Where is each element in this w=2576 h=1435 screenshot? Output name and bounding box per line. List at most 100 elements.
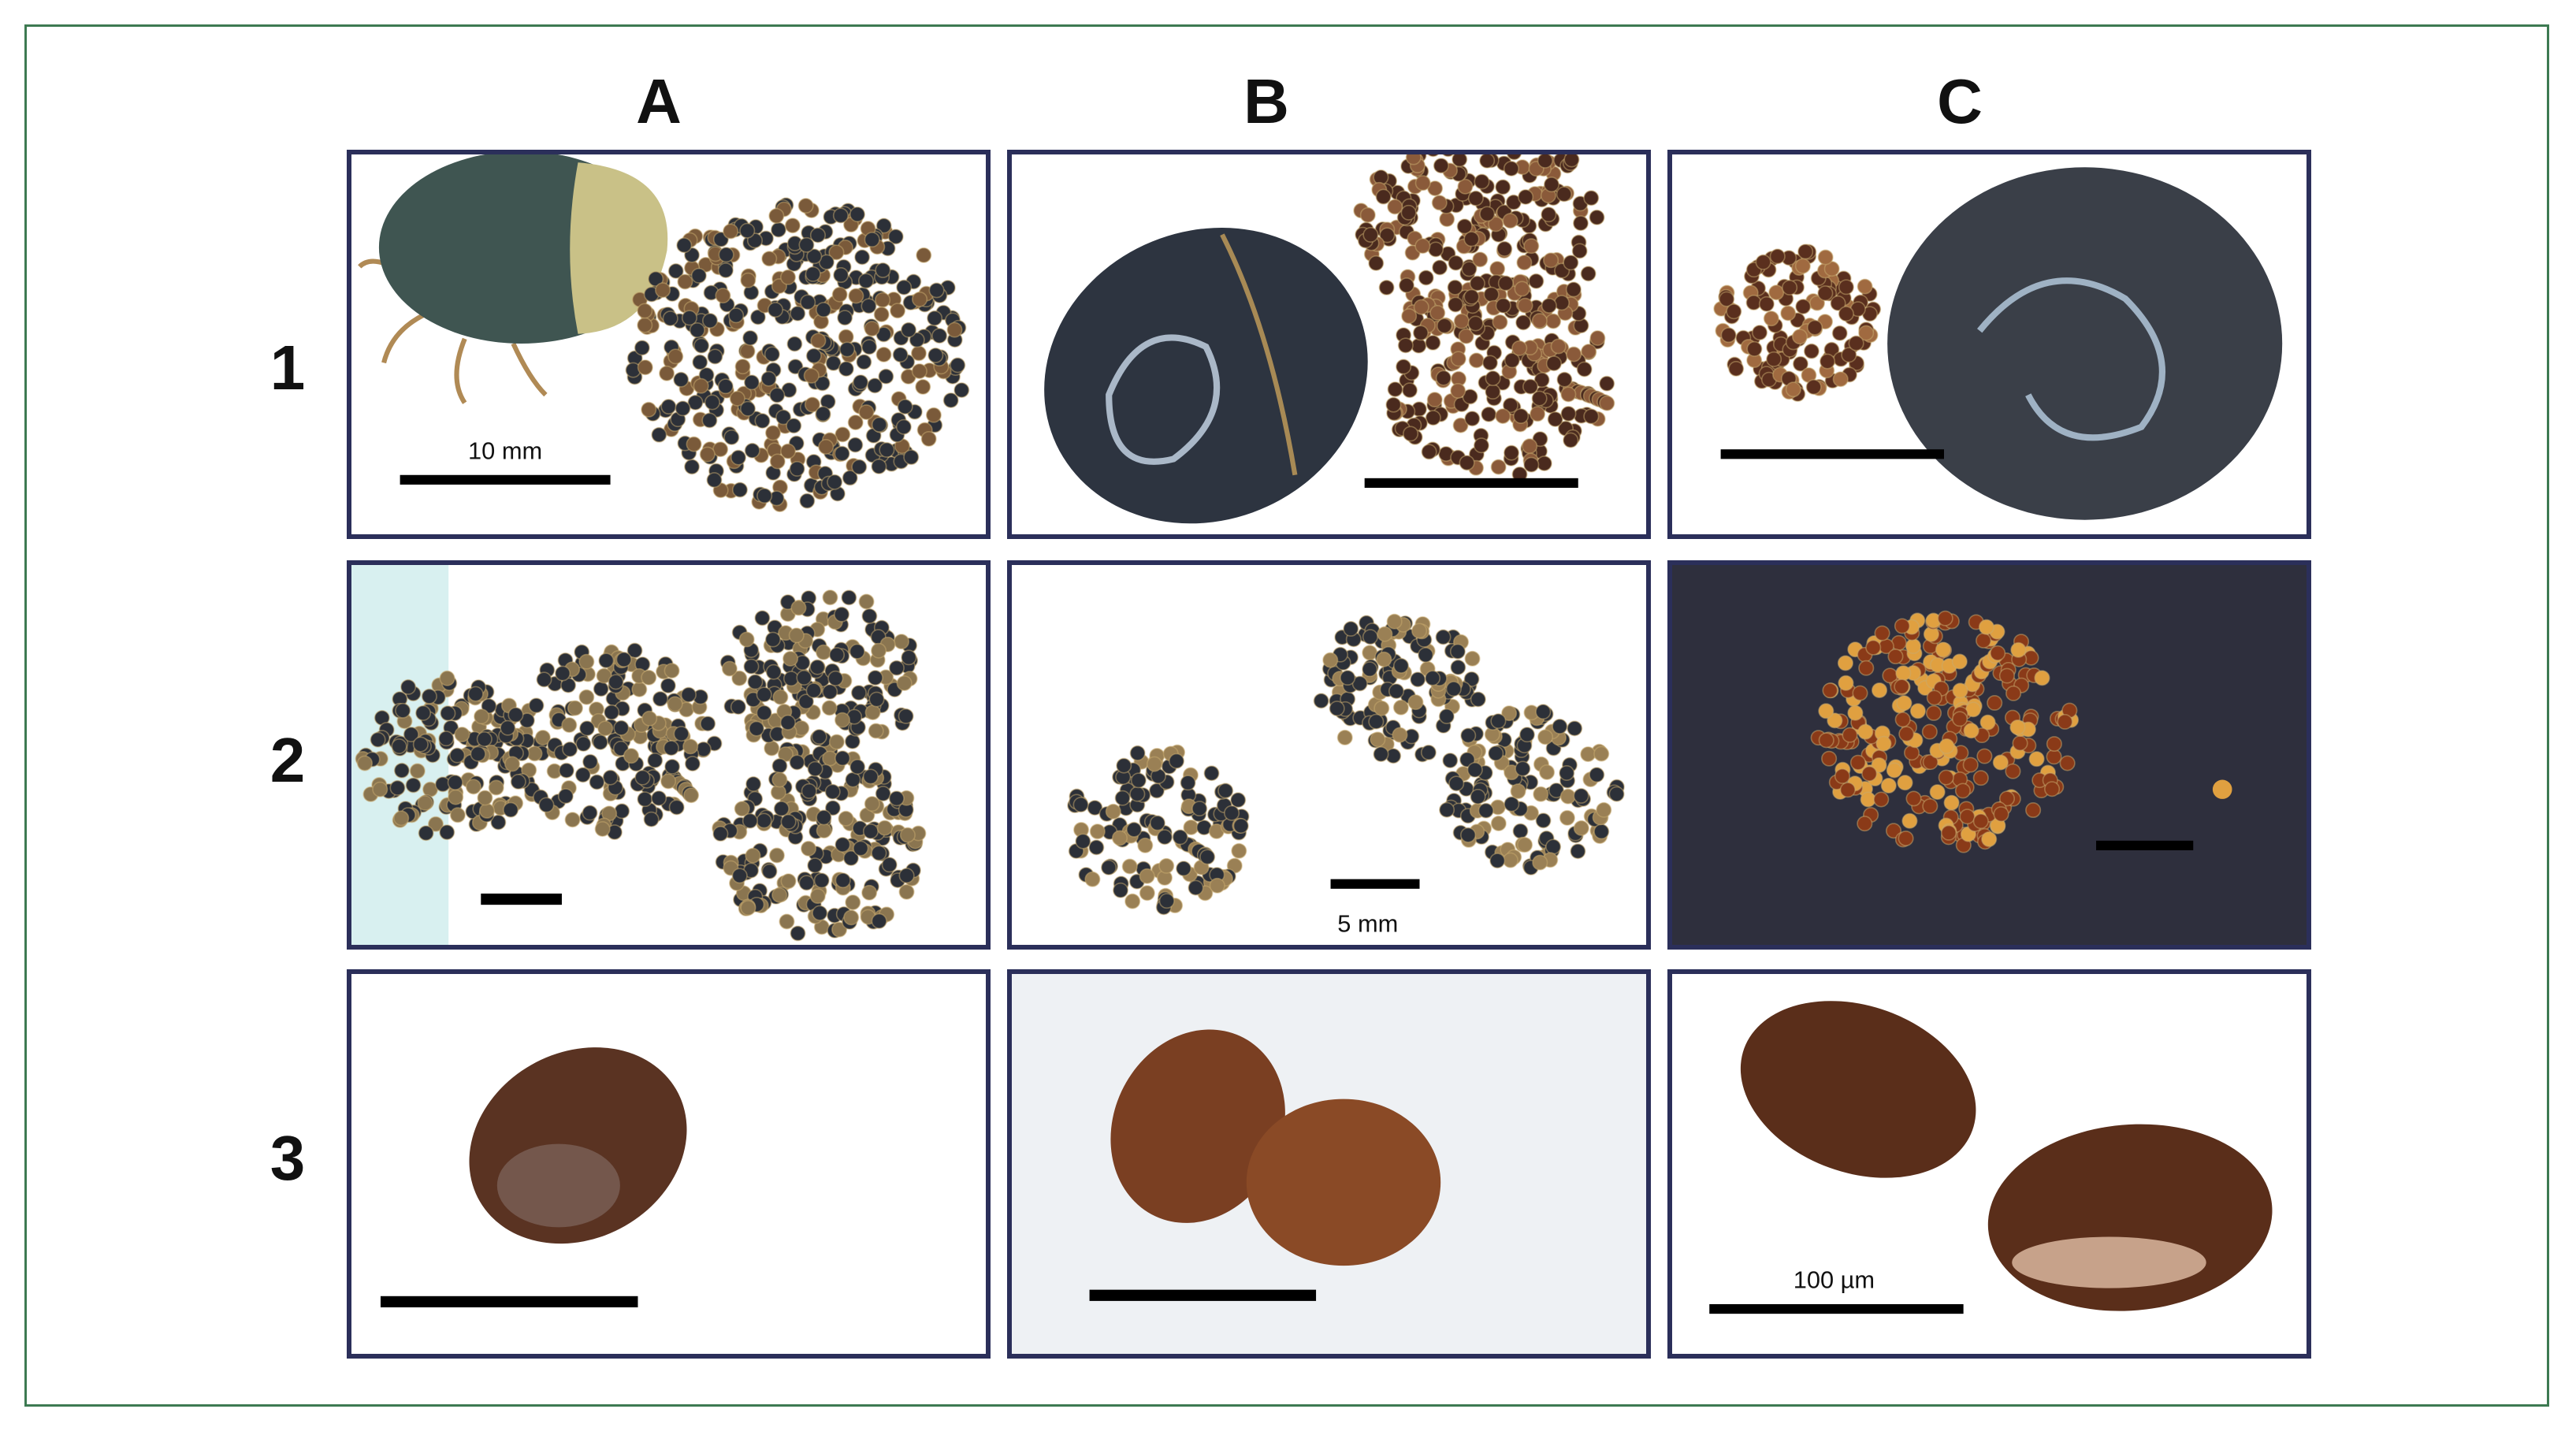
- egg: [683, 787, 700, 804]
- egg: [822, 683, 838, 700]
- egg: [439, 670, 455, 686]
- egg: [1803, 343, 1820, 359]
- egg: [861, 608, 878, 624]
- egg: [1495, 179, 1511, 195]
- egg: [765, 664, 782, 680]
- egg: [1438, 801, 1455, 818]
- egg: [1112, 882, 1129, 898]
- egg: [1464, 411, 1481, 427]
- egg: [754, 413, 771, 429]
- egg: [828, 647, 846, 664]
- egg: [1232, 818, 1249, 834]
- egg: [582, 805, 598, 821]
- egg: [1442, 753, 1459, 769]
- egg: [1490, 459, 1507, 475]
- egg: [756, 812, 772, 829]
- egg: [1580, 746, 1597, 763]
- egg: [1545, 838, 1562, 855]
- egg: [1470, 789, 1486, 805]
- egg: [1559, 765, 1575, 781]
- egg: [1894, 678, 1910, 695]
- egg: [1745, 295, 1762, 310]
- egg: [843, 909, 860, 926]
- egg: [1209, 877, 1225, 894]
- egg: [790, 600, 807, 616]
- egg: [864, 321, 880, 337]
- egg: [853, 374, 869, 391]
- egg: [449, 747, 466, 764]
- egg: [875, 292, 891, 308]
- egg: [1782, 279, 1798, 296]
- egg: [1388, 683, 1405, 700]
- egg: [723, 429, 740, 445]
- egg: [1421, 444, 1437, 460]
- egg: [1447, 279, 1463, 296]
- egg: [805, 682, 822, 699]
- egg: [1433, 158, 1449, 174]
- egg: [835, 836, 851, 853]
- egg: [838, 341, 856, 358]
- egg: [779, 913, 795, 930]
- egg: [686, 436, 702, 452]
- egg: [641, 401, 657, 418]
- egg: [1533, 786, 1549, 802]
- egg: [1821, 750, 1838, 767]
- egg: [1763, 310, 1779, 327]
- egg: [838, 810, 854, 827]
- egg: [637, 359, 653, 376]
- egg: [1456, 218, 1473, 235]
- egg: [1806, 319, 1823, 336]
- egg: [1514, 281, 1530, 297]
- egg: [1489, 853, 1506, 869]
- egg: [1488, 745, 1504, 761]
- egg: [470, 745, 486, 762]
- egg: [1105, 803, 1121, 820]
- egg: [427, 816, 444, 832]
- egg: [467, 686, 484, 702]
- egg: [801, 783, 817, 799]
- scale-bar: [1364, 478, 1578, 489]
- egg: [1571, 243, 1588, 259]
- egg: [1452, 417, 1469, 433]
- egg: [1158, 857, 1175, 874]
- egg: [677, 273, 693, 290]
- egg: [845, 771, 861, 788]
- egg: [1531, 390, 1548, 407]
- egg: [1398, 277, 1415, 294]
- egg: [747, 674, 764, 690]
- egg: [1875, 735, 1892, 752]
- egg: [1818, 732, 1834, 749]
- egg: [756, 488, 773, 504]
- egg: [920, 430, 937, 447]
- egg: [700, 716, 716, 732]
- egg: [1392, 699, 1409, 716]
- egg: [561, 717, 578, 734]
- egg: [738, 631, 755, 648]
- egg: [1943, 794, 1960, 811]
- egg: [1573, 820, 1589, 836]
- egg: [589, 774, 605, 790]
- egg: [760, 370, 777, 387]
- scale-bar-label: 5 mm: [1337, 911, 1398, 938]
- egg: [1223, 805, 1240, 821]
- egg: [1589, 209, 1605, 225]
- egg: [1922, 754, 1939, 771]
- egg: [1453, 313, 1470, 329]
- egg: [1990, 645, 2006, 661]
- figure-frame: [24, 24, 2549, 1407]
- egg: [1536, 455, 1552, 472]
- egg: [1425, 334, 1441, 351]
- egg: [648, 270, 664, 287]
- egg: [748, 720, 765, 737]
- egg: [474, 708, 490, 725]
- egg: [1460, 827, 1477, 843]
- egg: [1246, 1099, 1441, 1266]
- egg: [729, 390, 745, 407]
- egg: [1114, 790, 1131, 806]
- egg: [742, 329, 759, 346]
- egg: [564, 812, 581, 828]
- egg: [876, 820, 893, 836]
- egg: [393, 810, 410, 827]
- egg: [1230, 792, 1247, 809]
- egg: [875, 217, 892, 234]
